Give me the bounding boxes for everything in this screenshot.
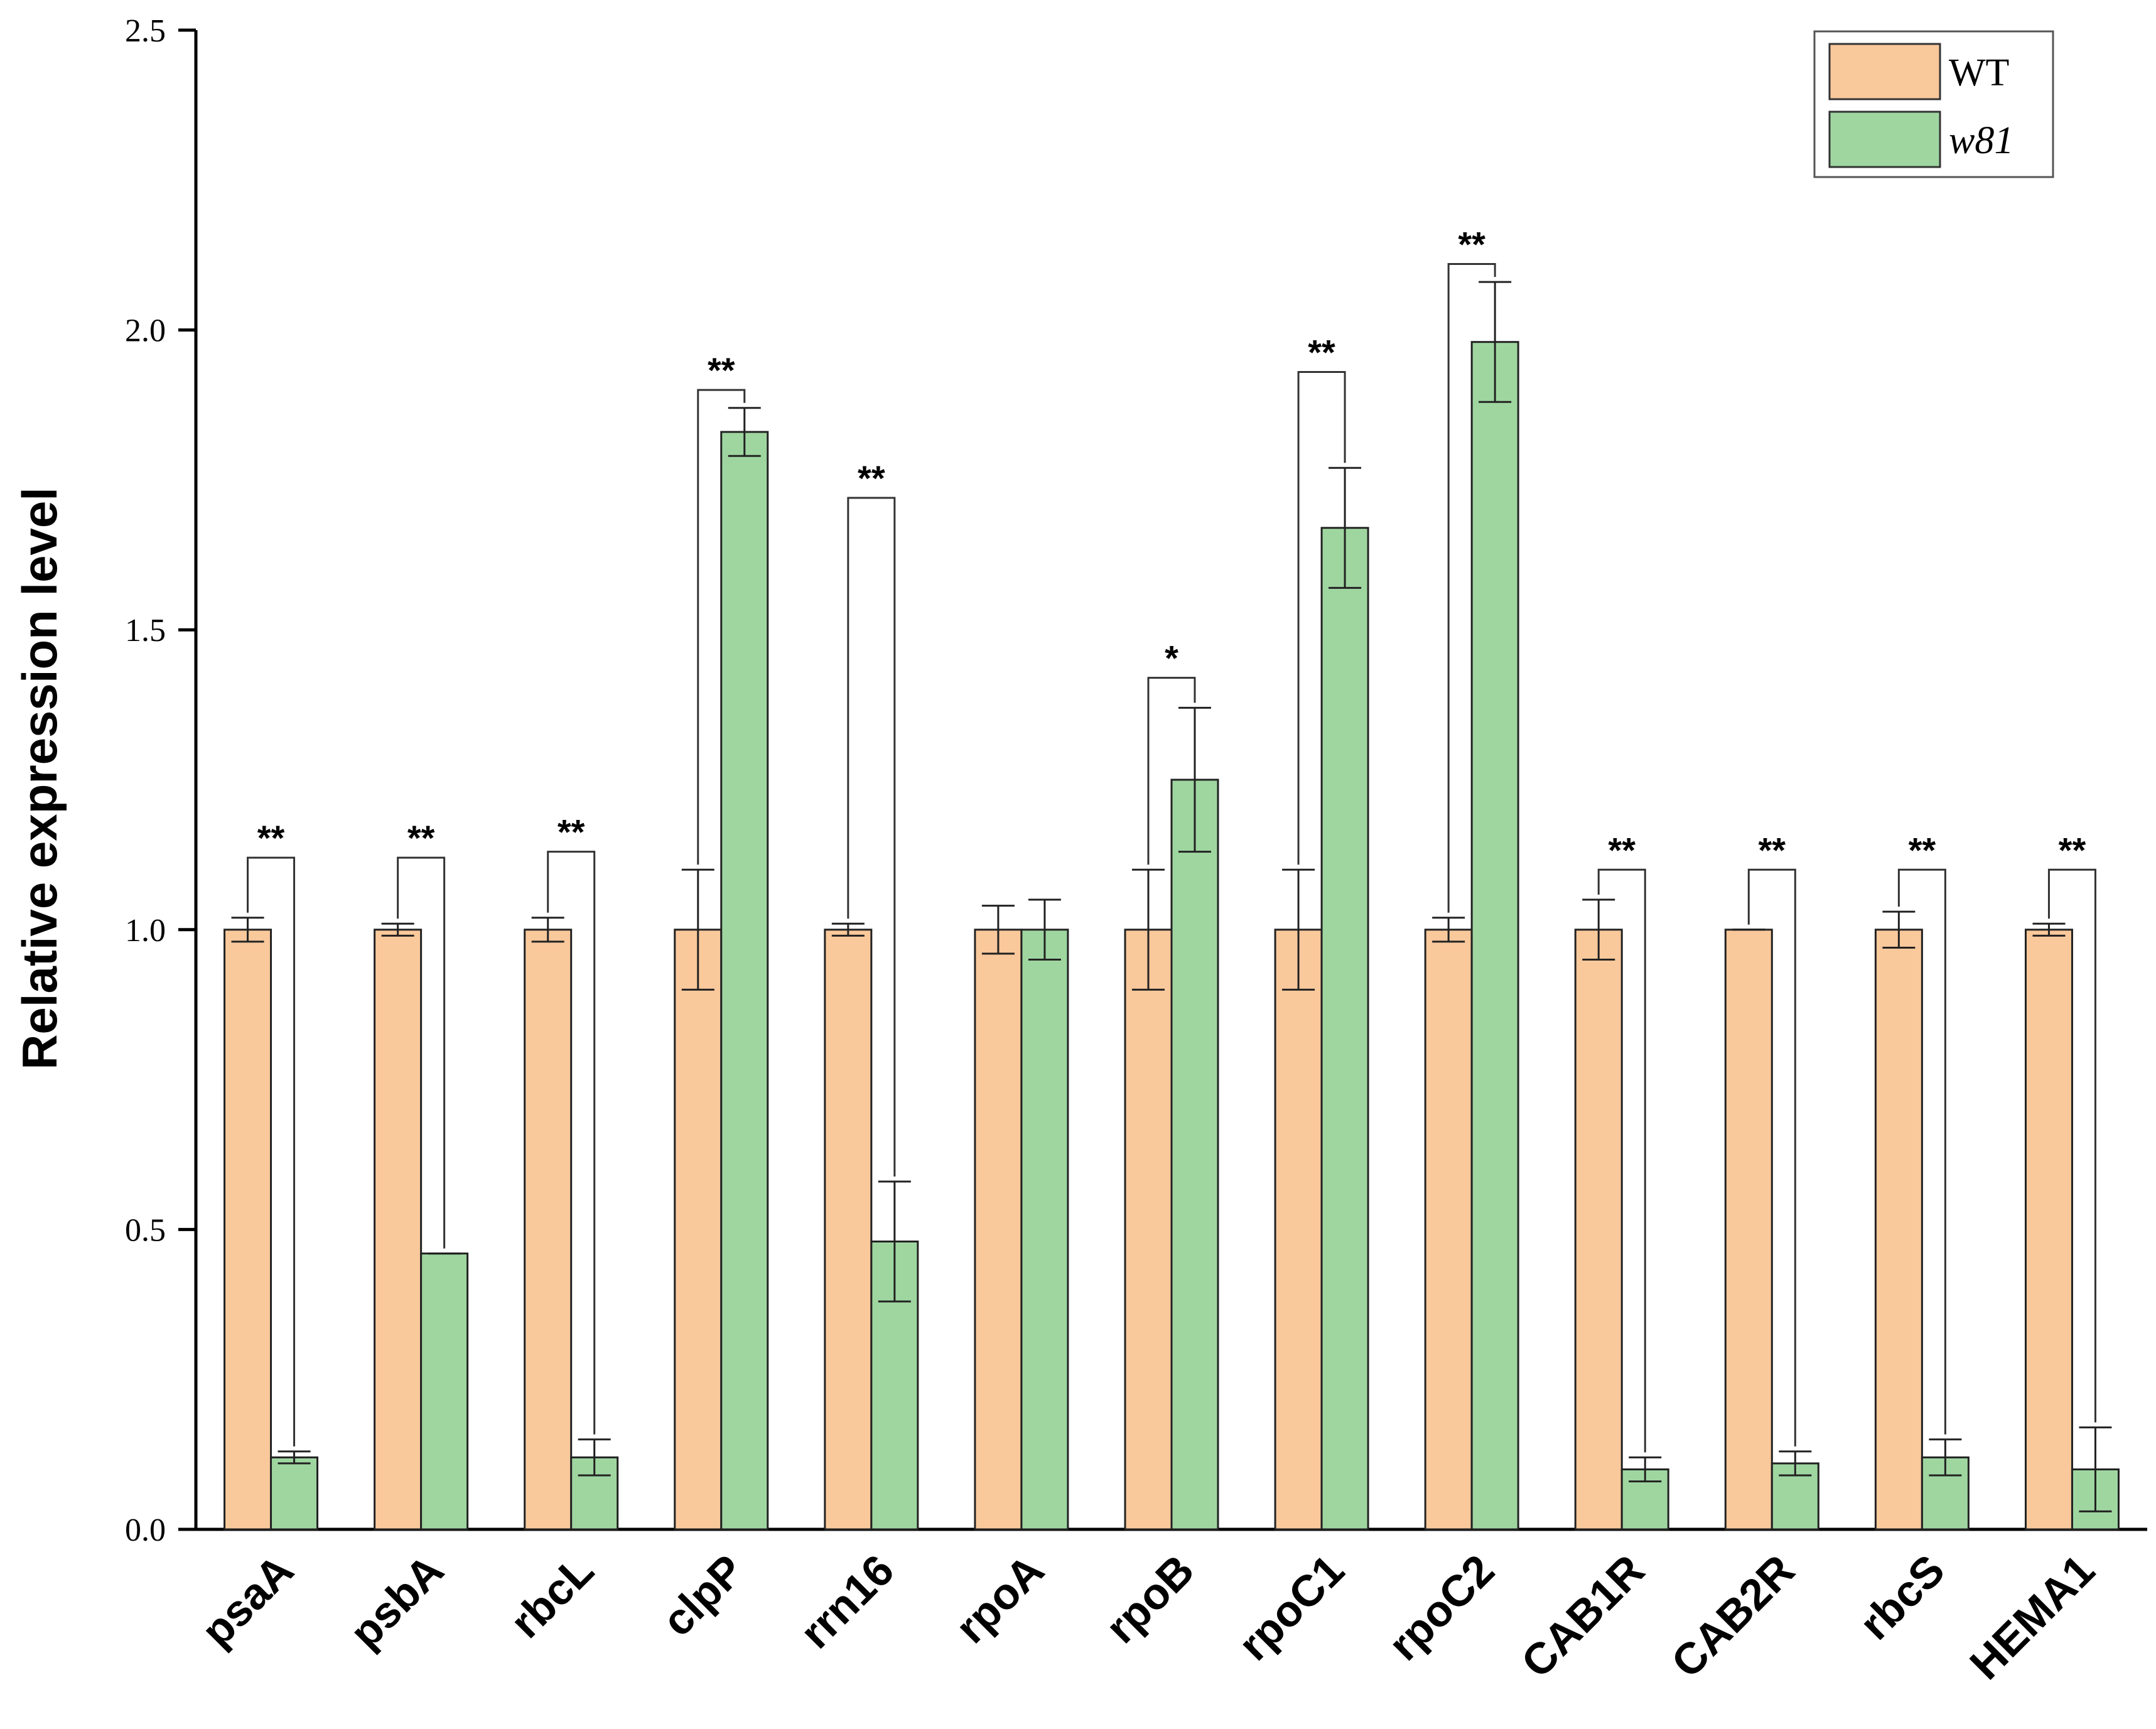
bar-w81-rpoC1 [1320,527,1369,1531]
significance-marker-rpoC1: ** [1308,332,1335,372]
legend-swatch-wt [1828,43,1941,100]
x-tick-label-rpoC1: rpoC1 [1229,1545,1354,1669]
bar-wt-rpoB [1124,929,1173,1531]
x-tick-label-clpP: clpP [653,1545,753,1646]
x-tick-label-rpoA: rpoA [946,1545,1054,1652]
y-tick-label: 2.5 [125,13,166,49]
significance-marker-CAB1R: ** [1608,830,1636,870]
significance-marker-rbcS: ** [1909,830,1936,870]
bar-wt-rpoC1 [1274,929,1323,1531]
significance-marker-psaA: ** [257,818,285,858]
significance-bracket-CAB1R [1597,868,1646,1453]
x-tick-label-rpoB: rpoB [1096,1545,1204,1652]
x-tick-label-rpoC2: rpoC2 [1379,1545,1504,1669]
significance-bracket-rrn16 [847,497,896,1177]
bar-wt-rpoA [974,929,1023,1531]
bar-wt-psaA [224,929,272,1531]
bar-wt-HEMA1 [2024,929,2073,1531]
significance-bracket-rpoC2 [1447,263,1496,913]
significance-bracket-psaA [247,856,296,1446]
x-tick-label-CAB1R: CAB1R [1512,1545,1654,1687]
significance-bracket-rpoC1 [1297,370,1346,865]
y-tick-label: 2.0 [125,313,166,349]
x-tick-label-psaA: psaA [192,1545,303,1656]
bar-wt-rpoC2 [1424,929,1473,1531]
x-tick-label-psbA: psbA [340,1545,453,1657]
y-tick-label: 0.0 [125,1512,166,1548]
significance-bracket-CAB2R [1747,868,1796,1446]
significance-bracket-HEMA1 [2047,868,2096,1423]
bar-wt-CAB1R [1574,929,1623,1531]
legend-swatch-w81 [1828,110,1941,168]
significance-bracket-psbA [397,856,446,1249]
bar-w81-rpoA [1020,929,1069,1531]
significance-marker-rbcL: ** [558,812,585,852]
bar-wt-clpP [674,929,723,1531]
bar-wt-rrn16 [824,929,873,1531]
significance-marker-HEMA1: ** [2059,830,2086,870]
significance-bracket-clpP [697,389,746,865]
significance-bracket-rbcS [1897,868,1946,1435]
bar-wt-psbA [374,929,423,1531]
y-tick-label: 1.5 [125,613,166,649]
legend-label-w81: w81 [1949,119,2013,162]
bar-w81-rpoC2 [1470,341,1519,1531]
y-tick-label: 1.0 [125,913,166,949]
bar-w81-psbA [420,1252,469,1531]
significance-marker-rrn16: ** [858,458,885,498]
y-tick-label: 0.5 [125,1212,166,1248]
x-tick-label-CAB2R: CAB2R [1662,1545,1804,1687]
significance-marker-rpoC2: ** [1458,225,1485,264]
bar-w81-psaA [270,1456,319,1531]
significance-bracket-rpoB [1147,677,1196,865]
significance-marker-CAB2R: ** [1759,830,1786,870]
x-tick-label-rbcL: rbcL [501,1545,603,1647]
bar-wt-CAB2R [1724,929,1773,1531]
legend-label-wt: WT [1949,51,2009,94]
x-tick-label-HEMA1: HEMA1 [1961,1545,2104,1688]
significance-marker-clpP: ** [708,350,735,390]
bar-w81-clpP [720,431,769,1531]
x-tick-label-rbcS: rbcS [1850,1545,1954,1649]
significance-marker-psbA: ** [407,818,435,858]
significance-bracket-rbcL [547,851,596,1435]
bar-w81-rpoB [1170,778,1219,1531]
bar-wt-rbcS [1874,929,1923,1531]
bar-wt-rbcL [524,929,573,1531]
significance-marker-rpoB: * [1165,638,1178,678]
x-tick-label-rrn16: rrn16 [790,1545,903,1657]
y-axis-title: Relative expression level [12,487,67,1070]
